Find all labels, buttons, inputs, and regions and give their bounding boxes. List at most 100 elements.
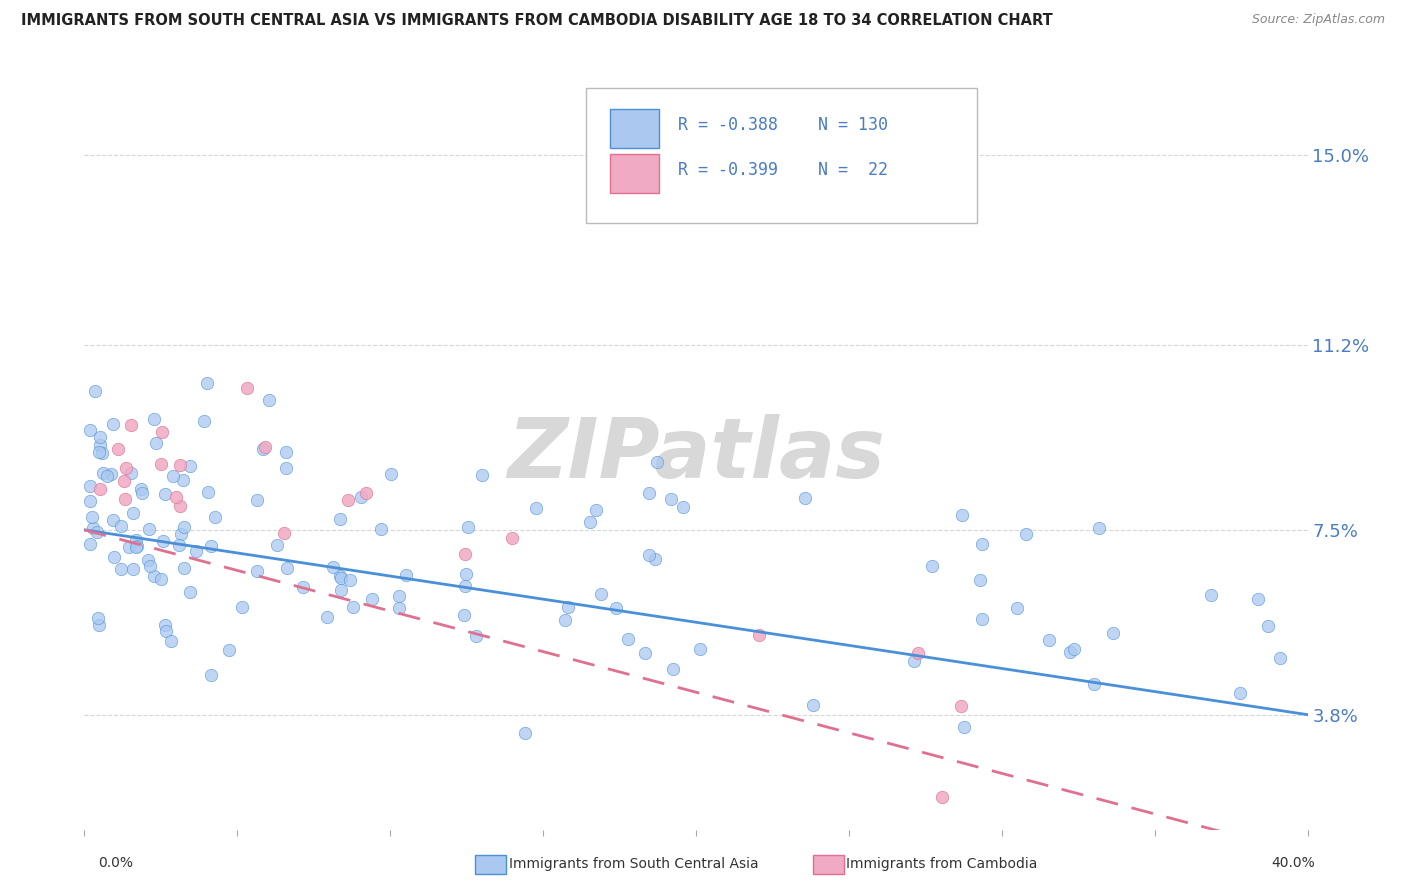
Point <box>121 562 143 576</box>
Point <box>218 643 240 657</box>
Point <box>110 519 132 533</box>
Point <box>1083 677 1105 691</box>
Point <box>165 490 187 504</box>
Point <box>953 720 976 734</box>
Point <box>120 417 142 432</box>
Point <box>921 558 943 573</box>
Point <box>120 467 142 481</box>
Point <box>579 515 602 529</box>
Point <box>142 568 165 582</box>
Text: R = -0.388    N = 130: R = -0.388 N = 130 <box>678 116 887 134</box>
Point <box>388 589 411 603</box>
Point <box>329 512 352 526</box>
Point <box>200 667 222 681</box>
Point <box>145 436 167 450</box>
Point <box>112 474 135 488</box>
Point <box>149 457 172 471</box>
Point <box>1199 588 1222 602</box>
Point <box>79 537 101 551</box>
Point <box>107 442 129 456</box>
Point <box>162 468 184 483</box>
Point <box>114 491 136 506</box>
Point <box>115 461 138 475</box>
Point <box>689 641 711 656</box>
Point <box>170 527 193 541</box>
Point <box>252 442 274 456</box>
Text: IMMIGRANTS FROM SOUTH CENTRAL ASIA VS IMMIGRANTS FROM CAMBODIA DISABILITY AGE 18: IMMIGRANTS FROM SOUTH CENTRAL ASIA VS IM… <box>21 13 1053 29</box>
Point <box>350 490 373 504</box>
Point <box>513 726 536 740</box>
Point <box>644 552 666 566</box>
Point <box>585 503 607 517</box>
Point <box>204 509 226 524</box>
Point <box>246 493 269 508</box>
Point <box>329 571 352 585</box>
Point <box>142 412 165 426</box>
Point <box>662 662 685 676</box>
Point <box>186 543 208 558</box>
Text: Immigrants from South Central Asia: Immigrants from South Central Asia <box>509 857 759 871</box>
Point <box>672 500 695 514</box>
Point <box>195 376 218 391</box>
Text: ZIPatlas: ZIPatlas <box>508 415 884 495</box>
Point <box>87 445 110 459</box>
Point <box>329 569 352 583</box>
Point <box>167 538 190 552</box>
Point <box>638 548 661 562</box>
Point <box>169 458 191 472</box>
Point <box>605 601 627 615</box>
Point <box>322 560 344 574</box>
Point <box>193 414 215 428</box>
Point <box>79 479 101 493</box>
Point <box>464 629 486 643</box>
Point <box>1015 527 1038 541</box>
Point <box>1257 619 1279 633</box>
Point <box>138 522 160 536</box>
Point <box>273 525 295 540</box>
Point <box>637 485 659 500</box>
Point <box>121 506 143 520</box>
Point <box>179 585 201 599</box>
Point <box>169 499 191 513</box>
Point <box>131 486 153 500</box>
Point <box>356 485 378 500</box>
Point <box>103 513 125 527</box>
Point <box>276 445 298 459</box>
Point <box>291 580 314 594</box>
Point <box>454 547 477 561</box>
Point <box>950 508 973 522</box>
Point <box>1038 632 1060 647</box>
Point <box>150 573 173 587</box>
Point <box>80 509 103 524</box>
Point <box>155 624 177 638</box>
Point <box>457 520 479 534</box>
Point <box>970 537 993 551</box>
Point <box>253 440 276 454</box>
Point <box>79 494 101 508</box>
Point <box>131 482 153 496</box>
Point <box>83 384 105 399</box>
Point <box>589 587 612 601</box>
Point <box>155 487 177 501</box>
Point <box>91 466 114 480</box>
Point <box>387 601 409 615</box>
Point <box>903 654 925 668</box>
Point <box>617 632 640 646</box>
Text: Source: ZipAtlas.com: Source: ZipAtlas.com <box>1251 13 1385 27</box>
Point <box>1102 626 1125 640</box>
Point <box>1005 601 1028 615</box>
Point <box>100 467 122 482</box>
Text: R = -0.399    N =  22: R = -0.399 N = 22 <box>678 161 887 179</box>
Point <box>87 611 110 625</box>
Point <box>1247 591 1270 606</box>
Point <box>96 469 118 483</box>
Point <box>89 430 111 444</box>
Point <box>634 646 657 660</box>
Point <box>1229 685 1251 699</box>
Point <box>117 540 139 554</box>
Point <box>155 618 177 632</box>
Point <box>179 458 201 473</box>
Point <box>659 491 682 506</box>
Point <box>90 446 112 460</box>
FancyBboxPatch shape <box>610 153 659 193</box>
